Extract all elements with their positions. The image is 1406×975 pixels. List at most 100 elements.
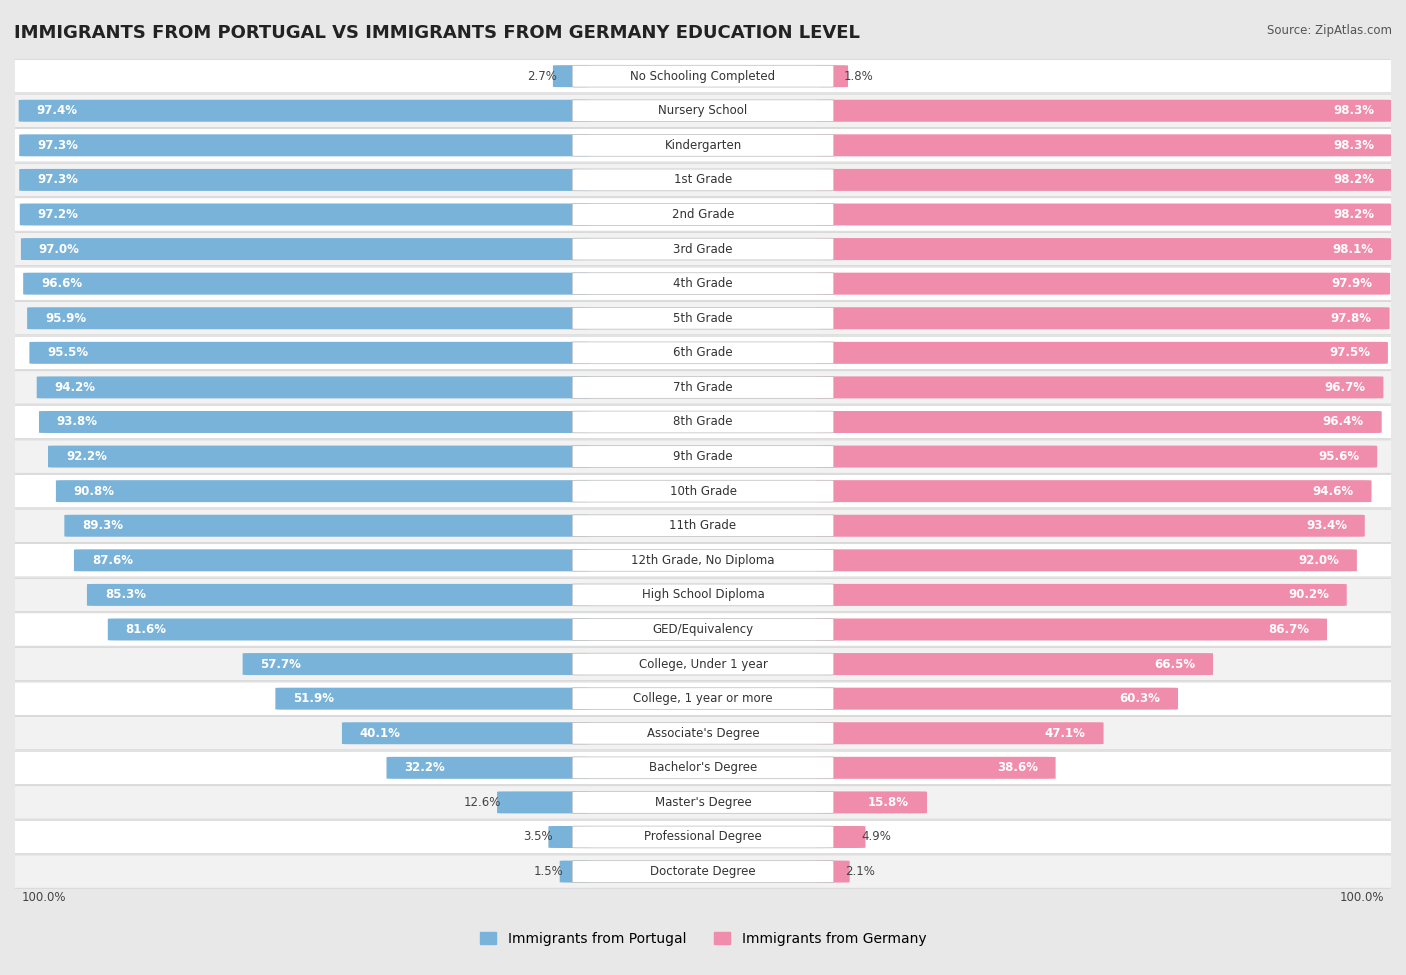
Text: 98.2%: 98.2% [1333, 208, 1374, 221]
FancyBboxPatch shape [4, 717, 1402, 750]
FancyBboxPatch shape [4, 95, 1402, 128]
FancyBboxPatch shape [4, 336, 1402, 370]
Text: High School Diploma: High School Diploma [641, 588, 765, 602]
Text: 97.4%: 97.4% [37, 104, 77, 117]
Text: 98.1%: 98.1% [1333, 243, 1374, 255]
FancyBboxPatch shape [18, 99, 591, 122]
FancyBboxPatch shape [65, 515, 591, 537]
FancyBboxPatch shape [815, 480, 1371, 502]
Text: No Schooling Completed: No Schooling Completed [630, 69, 776, 83]
FancyBboxPatch shape [4, 129, 1402, 162]
FancyBboxPatch shape [22, 273, 591, 294]
FancyBboxPatch shape [572, 204, 834, 225]
Text: Bachelor's Degree: Bachelor's Degree [650, 761, 756, 774]
FancyBboxPatch shape [815, 238, 1392, 260]
FancyBboxPatch shape [815, 722, 1104, 744]
FancyBboxPatch shape [572, 550, 834, 571]
Text: GED/Equivalency: GED/Equivalency [652, 623, 754, 636]
Text: 100.0%: 100.0% [1340, 891, 1384, 904]
FancyBboxPatch shape [4, 751, 1402, 785]
Text: 95.5%: 95.5% [48, 346, 89, 360]
Text: Doctorate Degree: Doctorate Degree [650, 865, 756, 878]
FancyBboxPatch shape [572, 411, 834, 433]
Text: 3rd Grade: 3rd Grade [673, 243, 733, 255]
FancyBboxPatch shape [815, 549, 1357, 571]
Text: 51.9%: 51.9% [294, 692, 335, 705]
FancyBboxPatch shape [572, 826, 834, 848]
FancyBboxPatch shape [548, 826, 591, 848]
FancyBboxPatch shape [560, 861, 591, 882]
FancyBboxPatch shape [572, 481, 834, 502]
Text: 2.1%: 2.1% [845, 865, 876, 878]
Text: 3.5%: 3.5% [523, 831, 553, 843]
Text: 96.4%: 96.4% [1323, 415, 1364, 428]
FancyBboxPatch shape [243, 653, 591, 675]
Text: 10th Grade: 10th Grade [669, 485, 737, 497]
Text: 1.8%: 1.8% [844, 69, 873, 83]
FancyBboxPatch shape [75, 549, 591, 571]
FancyBboxPatch shape [20, 204, 591, 225]
Text: 97.0%: 97.0% [39, 243, 80, 255]
FancyBboxPatch shape [815, 376, 1384, 399]
Text: 1.5%: 1.5% [534, 865, 564, 878]
Text: 11th Grade: 11th Grade [669, 520, 737, 532]
FancyBboxPatch shape [815, 653, 1213, 675]
Text: 47.1%: 47.1% [1045, 726, 1085, 740]
Text: 93.4%: 93.4% [1306, 520, 1347, 532]
Text: 86.7%: 86.7% [1268, 623, 1309, 636]
Text: 7th Grade: 7th Grade [673, 381, 733, 394]
Text: College, Under 1 year: College, Under 1 year [638, 657, 768, 671]
FancyBboxPatch shape [815, 618, 1327, 641]
FancyBboxPatch shape [553, 65, 591, 87]
FancyBboxPatch shape [572, 65, 834, 87]
FancyBboxPatch shape [27, 307, 591, 330]
Text: 92.0%: 92.0% [1298, 554, 1339, 566]
Text: 9th Grade: 9th Grade [673, 450, 733, 463]
FancyBboxPatch shape [572, 307, 834, 330]
FancyBboxPatch shape [4, 509, 1402, 542]
FancyBboxPatch shape [276, 687, 591, 710]
FancyBboxPatch shape [4, 682, 1402, 716]
FancyBboxPatch shape [815, 757, 1056, 779]
FancyBboxPatch shape [815, 204, 1392, 225]
FancyBboxPatch shape [572, 135, 834, 156]
FancyBboxPatch shape [4, 164, 1402, 197]
Text: Master's Degree: Master's Degree [655, 796, 751, 809]
Text: 57.7%: 57.7% [260, 657, 301, 671]
FancyBboxPatch shape [4, 613, 1402, 646]
Text: 6th Grade: 6th Grade [673, 346, 733, 360]
Text: 96.7%: 96.7% [1324, 381, 1365, 394]
FancyBboxPatch shape [815, 411, 1382, 433]
FancyBboxPatch shape [4, 855, 1402, 888]
Text: 60.3%: 60.3% [1119, 692, 1160, 705]
Text: 40.1%: 40.1% [360, 726, 401, 740]
FancyBboxPatch shape [572, 861, 834, 882]
FancyBboxPatch shape [4, 544, 1402, 577]
FancyBboxPatch shape [21, 238, 591, 260]
Text: 97.3%: 97.3% [37, 174, 77, 186]
Text: 90.2%: 90.2% [1288, 588, 1329, 602]
FancyBboxPatch shape [572, 757, 834, 779]
FancyBboxPatch shape [4, 232, 1402, 265]
FancyBboxPatch shape [48, 446, 591, 468]
FancyBboxPatch shape [4, 370, 1402, 404]
Text: 87.6%: 87.6% [91, 554, 132, 566]
FancyBboxPatch shape [4, 820, 1402, 853]
Text: 92.2%: 92.2% [66, 450, 107, 463]
Text: Professional Degree: Professional Degree [644, 831, 762, 843]
FancyBboxPatch shape [572, 169, 834, 191]
Text: Nursery School: Nursery School [658, 104, 748, 117]
Text: 66.5%: 66.5% [1154, 657, 1195, 671]
Text: 89.3%: 89.3% [82, 520, 124, 532]
FancyBboxPatch shape [815, 861, 849, 882]
Text: 12th Grade, No Diploma: 12th Grade, No Diploma [631, 554, 775, 566]
Text: 2.7%: 2.7% [527, 69, 557, 83]
Text: 15.8%: 15.8% [868, 796, 910, 809]
FancyBboxPatch shape [815, 135, 1392, 156]
FancyBboxPatch shape [56, 480, 591, 502]
Text: 100.0%: 100.0% [22, 891, 66, 904]
FancyBboxPatch shape [572, 515, 834, 536]
FancyBboxPatch shape [4, 440, 1402, 473]
FancyBboxPatch shape [815, 99, 1392, 122]
FancyBboxPatch shape [4, 647, 1402, 681]
